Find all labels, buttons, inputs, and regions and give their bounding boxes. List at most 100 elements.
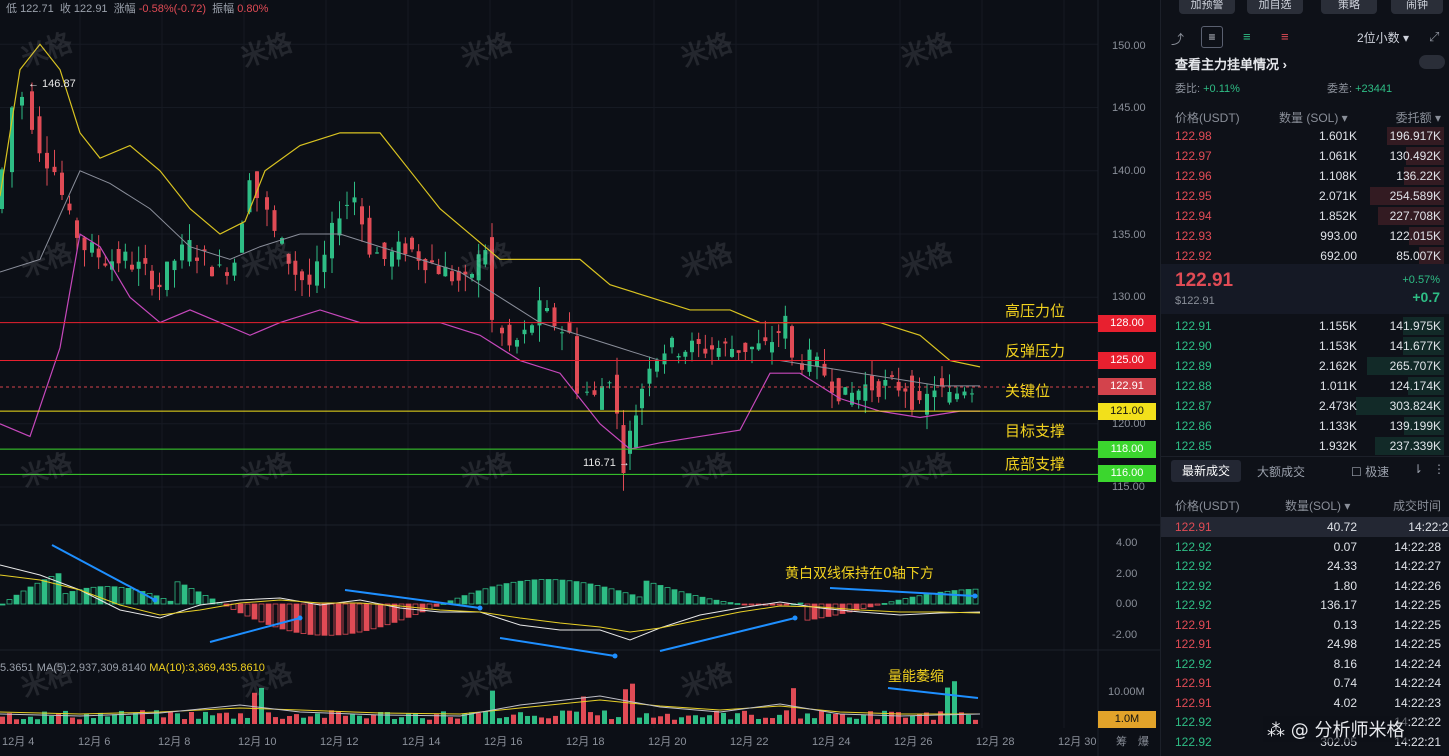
ask-row[interactable]: 122.97 1.061K 130.492K bbox=[1175, 146, 1447, 166]
book-bids-icon[interactable]: ≡ bbox=[1243, 29, 1251, 44]
bid-ask-ratio: 委比: +0.11% bbox=[1175, 83, 1240, 95]
macd-bar bbox=[804, 603, 811, 621]
bid-row[interactable]: 122.88 1.011K 124.174K bbox=[1175, 376, 1447, 396]
trade-row[interactable]: 122.91 4.02 14:22:23 bbox=[1175, 693, 1447, 713]
candle-body bbox=[180, 244, 184, 261]
level-label-key: 关键位 bbox=[1005, 382, 1051, 400]
bid-row[interactable]: 122.86 1.133K 139.199K bbox=[1175, 416, 1447, 436]
date-tick: 12月 18 bbox=[566, 736, 605, 748]
depth-bar bbox=[1367, 357, 1444, 375]
book-asks-icon[interactable]: ≡ bbox=[1281, 29, 1289, 44]
depth-bar bbox=[1408, 377, 1444, 395]
volume-bar bbox=[504, 717, 509, 724]
layout-icon[interactable]: ⤴ bbox=[1171, 32, 1185, 47]
macd-bar bbox=[55, 573, 62, 605]
volume-bar bbox=[427, 719, 432, 724]
trend-arrow bbox=[499, 637, 616, 657]
chip-button[interactable]: 筹 bbox=[1116, 736, 1127, 748]
bid-row[interactable]: 122.85 1.932K 237.339K bbox=[1175, 436, 1447, 456]
volume-bar bbox=[77, 719, 82, 724]
trade-row[interactable]: 122.91 0.74 14:22:24 bbox=[1175, 673, 1447, 693]
macd-bar bbox=[69, 591, 76, 605]
trade-row[interactable]: 122.92 24.33 14:22:27 bbox=[1175, 556, 1447, 576]
volume-bar bbox=[700, 717, 705, 724]
macd-bar bbox=[34, 582, 41, 605]
macd-bar bbox=[797, 602, 804, 605]
candle-body bbox=[522, 329, 527, 335]
trade-row[interactable]: 122.92 0.07 14:22:28 bbox=[1175, 537, 1447, 557]
trade-row[interactable]: 122.91 0.13 14:22:25 bbox=[1175, 615, 1447, 635]
volume-bar bbox=[308, 716, 313, 724]
macd-bar bbox=[888, 601, 895, 605]
more-icon[interactable]: ⋮ bbox=[1433, 462, 1445, 476]
alarm-button[interactable]: 闹钟 bbox=[1391, 0, 1443, 14]
amount-sort[interactable]: 委托额 ▾ bbox=[1395, 111, 1441, 125]
macd-bar bbox=[181, 584, 188, 605]
ask-row[interactable]: 122.94 1.852K 227.708K bbox=[1175, 206, 1447, 226]
watchlist-button[interactable]: 加自选 bbox=[1247, 0, 1303, 14]
high-marker: ← 146.87 bbox=[28, 78, 76, 90]
trade-row[interactable]: 122.92 8.16 14:22:24 bbox=[1175, 654, 1447, 674]
volume-bar bbox=[721, 712, 726, 724]
ask-row[interactable]: 122.95 2.071K 254.589K bbox=[1175, 186, 1447, 206]
date-tick: 12月 20 bbox=[648, 736, 687, 748]
macd-bar bbox=[111, 586, 118, 605]
candle-body bbox=[696, 339, 701, 344]
bid-row[interactable]: 122.89 2.162K 265.707K bbox=[1175, 356, 1447, 376]
bid-row[interactable]: 122.90 1.153K 141.677K bbox=[1175, 336, 1447, 356]
tab-fast[interactable]: ☐ 极速 bbox=[1351, 465, 1390, 479]
macd-axis-tick: 0.00 bbox=[1116, 598, 1138, 610]
expand-icon[interactable]: ⤢ bbox=[1429, 29, 1440, 44]
volume-bar bbox=[301, 717, 306, 724]
volume-bar bbox=[875, 719, 880, 724]
trade-time: 14:22:27 bbox=[1394, 559, 1441, 573]
candle-body bbox=[90, 242, 94, 253]
volume-bar bbox=[42, 711, 47, 724]
candle-body bbox=[67, 203, 72, 211]
candle-body bbox=[150, 270, 154, 290]
decimal-select[interactable]: 2位小数 ▾ bbox=[1357, 31, 1410, 45]
tab-large-trades[interactable]: 大额成交 bbox=[1257, 465, 1306, 479]
quantity-sort[interactable]: 数量 (SOL) ▾ bbox=[1279, 111, 1348, 125]
macd-bar bbox=[251, 603, 258, 620]
volume-bar bbox=[0, 716, 5, 724]
ask-row[interactable]: 122.96 1.108K 136.22K bbox=[1175, 166, 1447, 186]
macd-bar bbox=[636, 596, 643, 605]
bid-row[interactable]: 122.91 1.155K 141.975K bbox=[1175, 316, 1447, 336]
trade-row[interactable]: 122.91 24.98 14:22:25 bbox=[1175, 634, 1447, 654]
bid-price: 122.86 bbox=[1175, 419, 1212, 433]
volume-bar bbox=[70, 717, 75, 724]
price-axis-tick: 130.00 bbox=[1112, 291, 1146, 303]
trade-row[interactable]: 122.92 1.80 14:22:26 bbox=[1175, 576, 1447, 596]
trade-row[interactable]: 122.92 136.17 14:22:25 bbox=[1175, 595, 1447, 615]
candle-body bbox=[947, 391, 952, 403]
chart-area[interactable]: 低 122.71 收 122.91 涨幅 -0.58%(-0.72) 振幅 0.… bbox=[0, 0, 1160, 756]
trade-qty-sort[interactable]: 数量(SOL) ▾ bbox=[1285, 499, 1351, 513]
volume-bar bbox=[651, 717, 656, 724]
candlestick-chart[interactable] bbox=[0, 0, 1160, 756]
volume-bar bbox=[21, 719, 26, 724]
tab-latest-trades[interactable]: 最新成交 bbox=[1171, 460, 1241, 482]
bid-row[interactable]: 122.87 2.473K 303.824K bbox=[1175, 396, 1447, 416]
filter-icon[interactable]: ⇂ bbox=[1413, 462, 1424, 476]
ask-row[interactable]: 122.92 692.00 85.007K bbox=[1175, 246, 1447, 266]
bid-price: 122.87 bbox=[1175, 399, 1212, 413]
alert-button[interactable]: 加预警 bbox=[1179, 0, 1235, 14]
ask-row[interactable]: 122.98 1.601K 196.917K bbox=[1175, 126, 1447, 146]
trade-row[interactable]: 122.91 40.72 14:22:29 bbox=[1161, 517, 1449, 537]
trade-qty: 1.80 bbox=[1333, 578, 1357, 593]
trend-arrow bbox=[51, 544, 156, 601]
main-orders-link[interactable]: 查看主力挂单情况 › bbox=[1175, 57, 1287, 72]
strategy-button[interactable]: 策略 bbox=[1321, 0, 1377, 14]
burst-button[interactable]: 爆 bbox=[1138, 736, 1149, 748]
main-orders-toggle[interactable] bbox=[1419, 55, 1445, 69]
ask-row[interactable]: 122.93 993.00 122.015K bbox=[1175, 226, 1447, 246]
trade-price: 122.92 bbox=[1175, 539, 1212, 554]
candle-body bbox=[0, 169, 4, 209]
macd-bar bbox=[923, 594, 930, 605]
ask-price: 122.96 bbox=[1175, 169, 1212, 183]
depth-bar bbox=[1370, 187, 1444, 205]
volume-bar bbox=[553, 715, 558, 724]
volume-bar bbox=[777, 714, 782, 724]
book-both-icon[interactable]: ≡ bbox=[1201, 26, 1223, 48]
